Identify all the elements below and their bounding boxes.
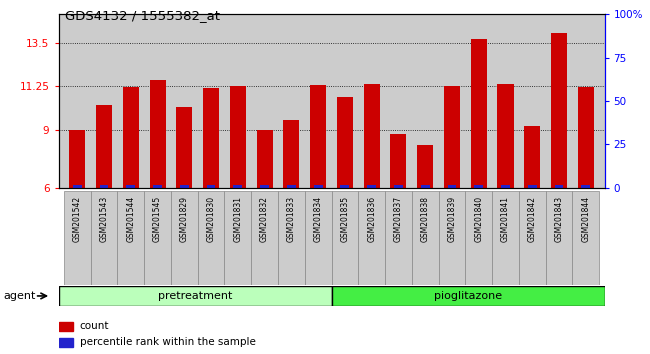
Bar <box>96 105 112 188</box>
Bar <box>439 191 465 285</box>
Bar <box>337 97 353 188</box>
Bar <box>471 39 487 188</box>
Bar <box>385 191 412 285</box>
Text: GSM201834: GSM201834 <box>313 196 322 242</box>
Bar <box>233 185 242 188</box>
Text: GSM201544: GSM201544 <box>126 196 135 242</box>
Text: GSM201835: GSM201835 <box>341 196 350 242</box>
Text: GDS4132 / 1555382_at: GDS4132 / 1555382_at <box>65 9 220 22</box>
Bar <box>554 185 564 188</box>
Bar <box>573 191 599 285</box>
Bar <box>73 185 82 188</box>
Text: GSM201545: GSM201545 <box>153 196 162 242</box>
Text: GSM201838: GSM201838 <box>421 196 430 242</box>
Bar <box>551 33 567 188</box>
Bar <box>332 191 358 285</box>
Bar <box>69 130 85 188</box>
Bar <box>257 130 272 188</box>
Bar <box>448 185 456 188</box>
Bar <box>118 191 144 285</box>
Bar <box>332 286 604 306</box>
Text: GSM201840: GSM201840 <box>474 196 483 242</box>
Bar <box>417 145 433 188</box>
Bar <box>90 191 118 285</box>
Bar <box>367 185 376 188</box>
Bar <box>394 185 403 188</box>
Bar <box>287 185 296 188</box>
Bar <box>180 185 188 188</box>
Text: GSM201841: GSM201841 <box>501 196 510 242</box>
Bar <box>310 85 326 188</box>
Bar <box>153 185 162 188</box>
Text: GSM201832: GSM201832 <box>260 196 269 242</box>
Bar <box>465 191 492 285</box>
Text: pioglitazone: pioglitazone <box>434 291 502 301</box>
Bar <box>341 185 349 188</box>
Bar <box>391 134 406 188</box>
Text: GSM201542: GSM201542 <box>73 196 82 242</box>
Bar <box>314 185 322 188</box>
Bar <box>412 191 439 285</box>
Text: GSM201543: GSM201543 <box>99 196 109 242</box>
Bar <box>126 185 135 188</box>
Bar <box>501 185 510 188</box>
Bar <box>58 322 73 331</box>
Bar <box>358 191 385 285</box>
Text: GSM201831: GSM201831 <box>233 196 242 242</box>
Bar <box>578 87 594 188</box>
Bar <box>144 191 171 285</box>
Bar <box>474 185 483 188</box>
Text: count: count <box>79 321 109 331</box>
Bar <box>224 191 251 285</box>
Bar <box>198 191 224 285</box>
Text: GSM201844: GSM201844 <box>581 196 590 242</box>
Bar <box>305 191 332 285</box>
Text: GSM201843: GSM201843 <box>554 196 564 242</box>
Text: percentile rank within the sample: percentile rank within the sample <box>79 337 255 347</box>
Bar <box>444 86 460 188</box>
Bar <box>171 191 198 285</box>
Text: GSM201830: GSM201830 <box>207 196 216 242</box>
Bar <box>528 185 537 188</box>
Text: GSM201833: GSM201833 <box>287 196 296 242</box>
Bar <box>524 126 540 188</box>
Text: GSM201842: GSM201842 <box>528 196 537 242</box>
Bar <box>58 338 73 347</box>
Bar <box>58 286 332 306</box>
Bar <box>363 84 380 188</box>
Bar <box>519 191 545 285</box>
Bar <box>176 107 192 188</box>
Text: GSM201836: GSM201836 <box>367 196 376 242</box>
Bar <box>150 80 166 188</box>
Bar <box>421 185 430 188</box>
Bar <box>207 185 216 188</box>
Bar <box>283 120 300 188</box>
Text: GSM201837: GSM201837 <box>394 196 403 242</box>
Bar <box>230 86 246 188</box>
Bar <box>99 185 109 188</box>
Bar <box>492 191 519 285</box>
Text: agent: agent <box>3 291 36 301</box>
Bar <box>260 185 269 188</box>
Bar <box>545 191 573 285</box>
Bar <box>581 185 590 188</box>
Text: GSM201829: GSM201829 <box>180 196 188 242</box>
Bar <box>497 84 514 188</box>
Bar <box>251 191 278 285</box>
Bar <box>278 191 305 285</box>
Text: GSM201839: GSM201839 <box>447 196 456 242</box>
Bar <box>64 191 90 285</box>
Bar <box>203 88 219 188</box>
Bar <box>123 87 139 188</box>
Text: pretreatment: pretreatment <box>158 291 232 301</box>
